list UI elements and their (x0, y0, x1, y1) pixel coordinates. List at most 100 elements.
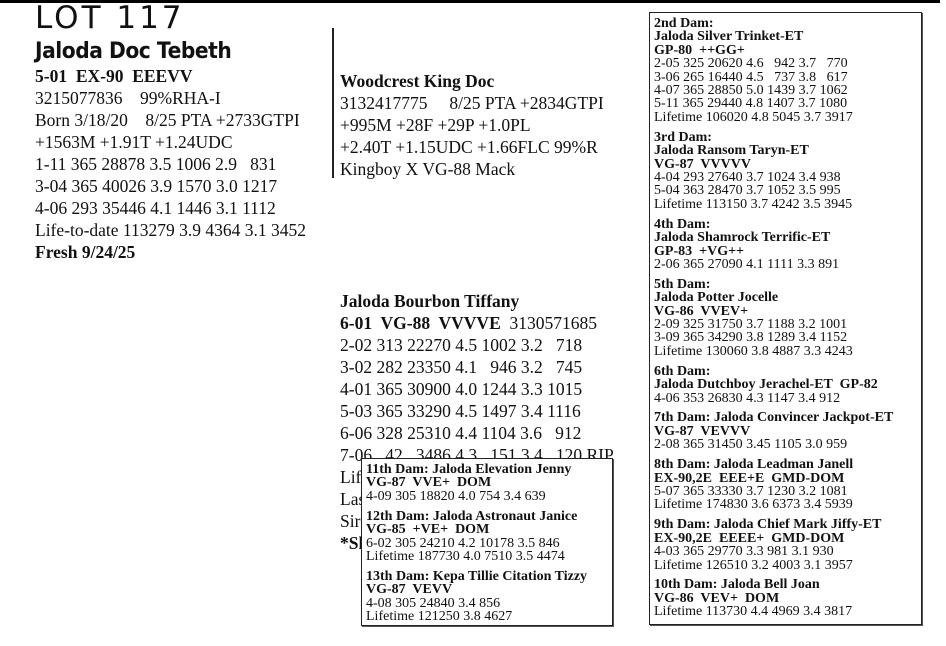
record-line: Lifetime 174830 3.6 6373 3.4 5939 (654, 497, 853, 513)
record-line: Lifetime 130060 3.8 4887 3.3 4243 (654, 343, 853, 359)
dam-heading: 3rd Dam: (654, 129, 712, 145)
dam-section: 6th Dam: Jaloda Dutchboy Jerachel-ET GP-8… (654, 364, 893, 406)
text-line: Woodcrest King Doc (340, 70, 614, 92)
record-line: 4-07 365 28850 5.0 1439 3.7 1062 (654, 83, 848, 99)
registration-number: 3130571685 (500, 313, 598, 333)
dam-heading: VG-86 VEV+ DOM (654, 590, 780, 606)
line-text: Jaloda Bourbon Tiffany (340, 291, 520, 311)
dam-heading: EX-90,2E EEEE+ GMD-DOM (654, 530, 845, 546)
record-line: Lifetime 121250 3.8 4627 (366, 609, 513, 625)
record-line: Lifetime 113150 3.7 4242 3.5 3945 (654, 196, 853, 212)
sire-divider (332, 28, 334, 178)
text-line: Born 3/18/20 8/25 PTA +2733GTPI (35, 109, 306, 131)
dam-heading: VG-87 VVVVV (654, 156, 751, 172)
text-line: +2.40T +1.15UDC +1.66FLC 99%R (340, 136, 614, 158)
line-text: Kingboy X VG-88 Mack (340, 159, 516, 179)
text-line: 6-01 VG-88 VVVVE 3130571685 (340, 312, 614, 334)
dam-heading: VG-87 VEVV (366, 582, 453, 598)
line-text: 3-02 282 23350 4.1 946 3.2 745 (340, 357, 583, 377)
dam-heading: 12th Dam: Jaloda Astronaut Janice (366, 508, 578, 524)
text-line: 4-06 293 35446 4.1 1446 3.1 1112 (35, 197, 306, 219)
line-text: Woodcrest King Doc (340, 71, 495, 91)
line-text: +2.40T +1.15UDC +1.66FLC 99%R (340, 137, 598, 157)
dam-section: 12th Dam: Jaloda Astronaut Janice VG-85 +… (366, 508, 587, 564)
line-text: 2-02 313 22270 4.5 1002 3.2 718 (340, 335, 583, 355)
dam-heading: VG-86 VVEV+ (654, 303, 749, 319)
dam-heading: VG-87 VEVVV (654, 423, 751, 439)
top-rule (0, 0, 940, 3)
line-text: Fresh 9/24/25 (35, 242, 136, 262)
record-line: Lifetime 126510 3.2 4003 3.1 3957 (654, 557, 853, 573)
line-text: +995M +28F +29P +1.0PL (340, 115, 531, 135)
dam-section: 10th Dam: Jaloda Bell Joan VG-86 VEV+ DOM… (654, 577, 893, 620)
text-line: 2-02 313 22270 4.5 1002 3.2 718 (340, 334, 614, 356)
dam-heading: Jaloda Ransom Taryn-ET (654, 143, 809, 159)
dam-lineage-box: 2nd Dam: Jaloda Silver Trinket-ET GP-80 ++… (649, 12, 922, 625)
line-text: 3-04 365 40026 3.9 1570 3.0 1217 (35, 176, 278, 196)
dam-section: 9th Dam: Jaloda Chief Mark Jiffy-ET EX-90… (654, 517, 893, 573)
record-line: 5-04 363 28470 3.7 1052 3.5 995 (654, 183, 841, 199)
text-line: Fresh 9/24/25 (35, 241, 306, 263)
dam-heading: VG-85 +VE+ DOM (366, 522, 490, 538)
dam-heading: 10th Dam: Jaloda Bell Joan (654, 577, 820, 593)
dam-heading: 11th Dam: Jaloda Elevation Jenny (366, 462, 572, 477)
line-text: 3215077836 99%RHA-I (35, 88, 221, 108)
dam-section: 8th Dam: Jaloda Leadman Janell EX-90,2E E… (654, 457, 893, 513)
line-text: 1-11 365 28878 3.5 1006 2.9 831 (35, 154, 277, 174)
text-line: 3215077836 99%RHA-I (35, 87, 306, 109)
dam-heading: 5th Dam: (654, 276, 711, 292)
dam-section: 2nd Dam: Jaloda Silver Trinket-ET GP-80 ++… (654, 16, 893, 124)
line-text: 6-01 VG-88 VVVVE (340, 313, 501, 333)
dam-heading: Jaloda Potter Jocelle (654, 290, 779, 306)
dam-section: 13th Dam: Kepa Tillie Citation Tizzy VG-8… (366, 568, 588, 625)
dam-heading: Jaloda Silver Trinket-ET (654, 29, 804, 45)
line-text: 5-01 EX-90 EEEVV (35, 66, 193, 86)
dam-heading: GP-80 ++GG+ (654, 42, 745, 58)
dam-heading: EX-90,2E EEE+E GMD-DOM (654, 470, 845, 486)
record-line: Lifetime 113730 4.4 4969 3.4 3817 (654, 604, 853, 620)
dam-heading: 7th Dam: Jaloda Convincer Jackpot-ET (654, 410, 894, 426)
record-line: 4-06 353 26830 4.3 1147 3.4 912 (654, 390, 841, 406)
dam-heading: 8th Dam: Jaloda Leadman Janell (654, 457, 854, 473)
text-line: 1-11 365 28878 3.5 1006 2.9 831 (35, 153, 306, 175)
text-line: +1563M +1.91T +1.24UDC (35, 131, 306, 153)
text-line: Life-to-date 113279 3.9 4364 3.1 3452 (35, 219, 306, 241)
dam-heading: 13th Dam: Kepa Tillie Citation Tizzy (366, 568, 588, 584)
dam-section: 11th Dam: Jaloda Elevation Jenny VG-87 VV… (366, 462, 587, 503)
cow-details: 5-01 EX-90 EEEVV 3215077836 99%RHA-I Born … (35, 65, 306, 263)
record-line: 3-09 365 34290 3.8 1289 3.4 1152 (654, 330, 848, 346)
line-text: 4-06 293 35446 4.1 1446 3.1 1112 (35, 198, 276, 218)
dam-heading: Jaloda Shamrock Terrific-ET (654, 230, 831, 246)
text-line: 3-04 365 40026 3.9 1570 3.0 1217 (35, 175, 306, 197)
record-line: 5-11 365 29440 4.8 1407 3.7 1080 (654, 96, 848, 112)
text-line: 5-03 365 33290 4.5 1497 3.4 1116 (340, 400, 614, 422)
lot-number: LOT 117 (35, 0, 185, 36)
dam-heading: Jaloda Dutchboy Jerachel-ET GP-82 (654, 377, 878, 393)
record-line: 4-08 305 24840 3.4 856 (366, 595, 501, 611)
record-line: 2-06 365 27090 4.1 1111 3.3 891 (654, 256, 840, 272)
text-line: Jaloda Bourbon Tiffany (340, 290, 614, 312)
line-text: 5-03 365 33290 4.5 1497 3.4 1116 (340, 401, 581, 421)
record-line: 2-08 365 31450 3.45 1105 3.0 959 (654, 437, 848, 453)
text-line: 6-06 328 25310 4.4 1104 3.6 912 (340, 422, 614, 444)
dam-heading: GP-83 +VG++ (654, 243, 745, 259)
record-line: 3-06 265 16440 4.5 737 3.8 617 (654, 69, 848, 85)
dam-heading: 4th Dam: (654, 216, 711, 232)
text-line: 3-02 282 23350 4.1 946 3.2 745 (340, 356, 614, 378)
text-line: 5-01 EX-90 EEEVV (35, 65, 306, 87)
cow-name: Jaloda Doc Tebeth (35, 39, 232, 64)
line-text: Born 3/18/20 8/25 PTA +2733GTPI (35, 110, 300, 130)
record-line: 5-07 365 33330 3.7 1230 3.2 1081 (654, 484, 848, 499)
text-line: 4-01 365 30900 4.0 1244 3.3 1015 (340, 378, 614, 400)
dam-section: 4th Dam: Jaloda Shamrock Terrific-ET GP-83… (654, 216, 893, 272)
text-line: Kingboy X VG-88 Mack (340, 158, 614, 180)
record-line: 2-09 325 31750 3.7 1188 3.2 1001 (654, 317, 848, 333)
dam-heading: 2nd Dam: (654, 16, 714, 31)
record-line: 4-03 365 29770 3.3 981 3.1 930 (654, 544, 834, 560)
line-text: Life-to-date 113279 3.9 4364 3.1 3452 (35, 220, 307, 240)
dam-heading: 9th Dam: Jaloda Chief Mark Jiffy-ET (654, 517, 882, 533)
record-line: Lifetime 187730 4.0 7510 3.5 4474 (366, 548, 565, 564)
record-line: 6-02 305 24210 4.2 10178 3.5 846 (366, 535, 560, 551)
dam-section: 7th Dam: Jaloda Convincer Jackpot-ET VG-8… (654, 410, 894, 453)
dam-section: 3rd Dam: Jaloda Ransom Taryn-ET VG-87 VVVV… (654, 129, 893, 212)
